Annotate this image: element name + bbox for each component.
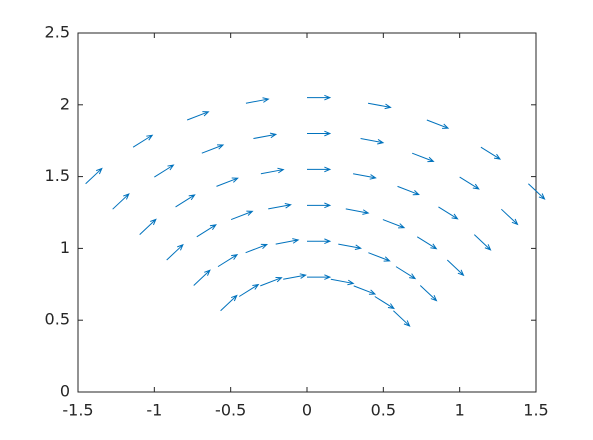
arrow	[459, 176, 480, 190]
arrow	[216, 177, 239, 187]
x-tick-label: -1.5	[62, 401, 93, 420]
arrow	[353, 173, 377, 180]
arrow	[368, 252, 391, 262]
arrow	[426, 119, 450, 129]
arrow	[175, 194, 196, 208]
arrow	[260, 167, 285, 175]
arrow	[360, 138, 385, 145]
y-tick-label: 0.5	[45, 310, 70, 329]
y-tick-label: 2.5	[45, 23, 70, 42]
arrow	[230, 210, 254, 221]
arrow	[397, 185, 420, 196]
arrow	[112, 193, 130, 210]
arrow	[245, 243, 269, 254]
arrow	[501, 208, 519, 226]
arrow	[382, 219, 406, 229]
arrow	[154, 164, 175, 178]
arrow	[416, 236, 438, 250]
y-tick-label: 1	[60, 238, 70, 257]
arrow	[193, 269, 211, 286]
y-tick-label: 2	[60, 94, 70, 113]
x-tick-label: -1	[146, 401, 162, 420]
arrow	[186, 111, 210, 121]
arrow	[307, 166, 332, 173]
arrow	[139, 218, 157, 235]
x-tick-label: 1.5	[523, 401, 548, 420]
y-tick-label: 0	[60, 382, 70, 401]
arrow	[528, 183, 546, 200]
arrow	[307, 130, 332, 137]
arrow	[85, 167, 103, 185]
arrow	[268, 202, 292, 210]
arrow	[245, 97, 270, 104]
x-tick-label: 0	[302, 401, 312, 420]
arrow	[307, 274, 332, 280]
arrow	[374, 296, 395, 310]
arrow	[201, 144, 225, 154]
x-tick-label: 0.5	[371, 401, 396, 420]
x-tick-label: 1	[455, 401, 465, 420]
arrow	[253, 132, 278, 140]
arrow	[260, 277, 283, 287]
plot-box	[77, 32, 537, 393]
arrow	[217, 254, 239, 268]
arrow	[395, 266, 417, 280]
arrow	[473, 234, 492, 251]
arrow	[353, 285, 377, 295]
arrow	[307, 202, 332, 209]
arrow	[446, 259, 465, 277]
arrow	[367, 102, 392, 110]
arrow	[338, 243, 363, 251]
x-tick-label: -0.5	[215, 401, 246, 420]
arrow	[307, 94, 332, 101]
y-tick-label: 1.5	[45, 166, 70, 185]
arrow	[132, 134, 154, 148]
arrow	[196, 224, 217, 238]
arrow	[480, 146, 502, 160]
arrow	[330, 278, 355, 286]
arrow	[283, 273, 307, 280]
arrow	[345, 208, 370, 215]
arrow	[419, 285, 438, 302]
arrow	[275, 238, 300, 245]
arrow	[238, 283, 260, 297]
arrow	[166, 243, 184, 261]
arrow	[220, 294, 238, 312]
arrow	[438, 206, 459, 220]
arrow	[307, 238, 332, 245]
arrow	[393, 310, 411, 327]
arrow	[412, 152, 435, 163]
